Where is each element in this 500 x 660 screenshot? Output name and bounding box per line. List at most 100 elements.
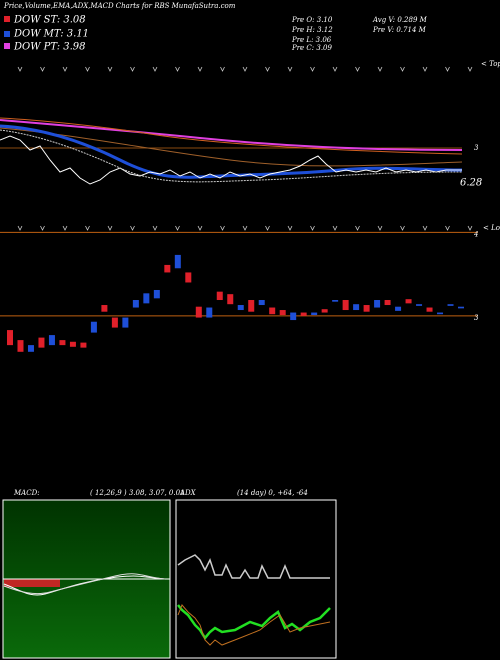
adx-line: [177, 554, 330, 579]
candle: [216, 291, 223, 301]
marker: [355, 225, 360, 231]
marker: [242, 225, 248, 231]
marker: [17, 225, 23, 231]
prev-high: Pre H: 3.12: [291, 26, 333, 34]
dow-st: DOW ST: 3.08: [13, 15, 86, 26]
marker: [445, 66, 450, 72]
candle: [416, 304, 423, 306]
price-line: [0, 135, 462, 185]
candle: [269, 307, 276, 315]
marker: [422, 66, 428, 72]
candle: [80, 342, 87, 348]
candle: [447, 304, 454, 306]
candle: [143, 293, 150, 304]
marker: [130, 66, 135, 72]
candle: [332, 300, 339, 302]
marker: [265, 66, 270, 72]
candle-panel: 34: [0, 230, 479, 352]
marker: [377, 66, 383, 72]
marker: [62, 225, 68, 231]
candle: [458, 306, 464, 309]
y-tick-label: 3: [474, 314, 479, 322]
macd-label: MACD:: [13, 489, 40, 497]
candle: [300, 312, 307, 316]
marker: [310, 66, 315, 72]
candle: [164, 264, 171, 273]
legend-swatch: [4, 16, 10, 22]
candle: [321, 309, 328, 313]
candle: [342, 300, 349, 311]
marker: [332, 66, 338, 72]
marker: [467, 66, 473, 72]
prev-close: Pre C: 3.09: [291, 44, 332, 52]
candle: [7, 330, 13, 346]
marker: [107, 225, 113, 231]
candle: [38, 337, 45, 348]
candle: [248, 300, 255, 312]
marker: [265, 225, 270, 231]
candle: [311, 312, 318, 316]
legend-swatch: [4, 31, 10, 37]
dow-pt: DOW PT: 3.98: [13, 42, 86, 53]
marker: [40, 225, 45, 231]
candle: [153, 289, 160, 299]
ema-line: [0, 129, 463, 183]
candle: [384, 300, 391, 306]
y-tick-label: 4: [473, 230, 478, 238]
candle: [90, 321, 97, 333]
marker: [17, 66, 23, 72]
marker: [287, 66, 293, 72]
candle: [206, 307, 213, 318]
adx-label: ADX: [179, 489, 197, 497]
marker: [445, 225, 450, 231]
ema-line: [0, 127, 463, 167]
marker: [332, 225, 338, 231]
candle: [405, 299, 412, 304]
marker: [400, 66, 405, 72]
marker: [85, 225, 90, 231]
lows-label: < Lows: [483, 224, 500, 232]
candle: [363, 305, 370, 312]
marker: [467, 225, 473, 231]
marker: [220, 225, 225, 231]
candle: [48, 335, 55, 346]
candle: [195, 306, 202, 318]
marker: [355, 66, 360, 72]
adx-panel: [175, 499, 337, 659]
prev-open: Pre O: 3.10: [291, 16, 333, 24]
marker: [197, 225, 203, 231]
marker: [377, 225, 383, 231]
marker: [152, 66, 158, 72]
avg-volume: Avg V: 0.289 M: [372, 16, 428, 24]
candle: [185, 272, 192, 283]
candle: [426, 307, 433, 312]
candle: [227, 294, 234, 305]
candle: [437, 312, 444, 315]
marker: [107, 66, 113, 72]
ema-line: [0, 124, 463, 179]
candle: [374, 300, 381, 308]
candle: [132, 300, 139, 308]
tops-label: < Tops: [481, 60, 500, 68]
ema-line: [0, 117, 463, 155]
adx-params: (14 day) 0, +64, -64: [237, 489, 308, 497]
marker: [175, 66, 180, 72]
last-label: 6.28: [460, 178, 482, 189]
minus-di-line: [177, 604, 331, 646]
marker: [287, 225, 293, 231]
marker: [175, 225, 180, 231]
marker: [422, 225, 428, 231]
candle: [174, 254, 181, 269]
candle: [353, 304, 360, 311]
marker: [152, 225, 158, 231]
macd-histogram: [4, 579, 60, 587]
marker: [220, 66, 225, 72]
candle: [290, 312, 297, 321]
marker: [197, 66, 203, 72]
candle: [258, 300, 265, 306]
signal-line: [3, 573, 166, 595]
marker: [242, 66, 248, 72]
level-label: 3: [474, 144, 479, 152]
dow-mt: DOW MT: 3.11: [13, 29, 89, 40]
